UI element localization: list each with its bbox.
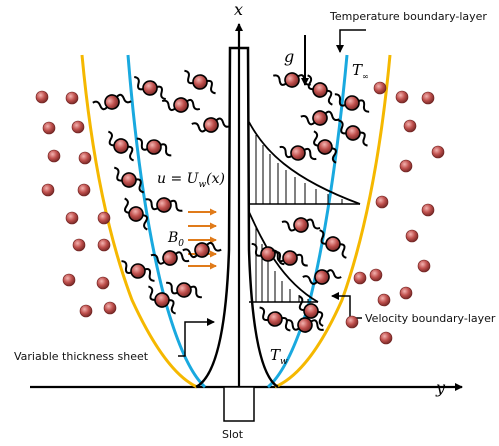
- nanoparticle: [431, 145, 445, 159]
- microorganism: [259, 306, 291, 332]
- nanoparticle: [35, 90, 49, 104]
- gravity-label: g: [284, 47, 294, 66]
- velocity-boundary-layer-left: [126, 54, 207, 389]
- nanoparticle: [42, 121, 56, 135]
- nanoparticle: [373, 81, 387, 95]
- microorganism: [148, 285, 176, 315]
- microorganism: [313, 130, 337, 164]
- nanoparticle: [78, 151, 92, 165]
- t-wall-label: Tw: [270, 346, 288, 367]
- microorganisms: [92, 69, 370, 333]
- magnetic-field-label: B0: [167, 230, 184, 249]
- temperature-boundary-layer-leader: [336, 29, 366, 53]
- nanoparticle: [379, 331, 393, 345]
- nanoparticle: [77, 183, 91, 197]
- nanoparticle: [65, 91, 79, 105]
- microorganism: [134, 76, 166, 100]
- temperature-boundary-layer-left: [80, 54, 198, 389]
- microorganism: [92, 93, 132, 111]
- microorganism: [166, 281, 202, 299]
- microorganism: [319, 229, 347, 259]
- nanoparticle: [399, 286, 413, 300]
- microorganism: [272, 249, 308, 267]
- nanoparticle: [97, 211, 111, 225]
- microorganism: [107, 130, 135, 162]
- nanoparticle: [353, 271, 367, 285]
- nanoparticle: [47, 149, 61, 163]
- nanoparticle: [97, 238, 111, 252]
- y-axis-label: y: [435, 378, 446, 397]
- nanoparticle: [405, 229, 419, 243]
- nanoparticle: [62, 273, 76, 287]
- microorganism: [302, 269, 342, 285]
- slot-box: [223, 386, 255, 422]
- microorganism: [121, 260, 155, 282]
- nanoparticle: [399, 159, 413, 173]
- nanoparticle: [96, 276, 110, 290]
- microorganism: [298, 295, 324, 327]
- velocity-boundary-layer-label: Velocity boundary-layer: [365, 312, 496, 325]
- nanoparticle: [403, 119, 417, 133]
- nanoparticle: [375, 195, 389, 209]
- variable-thickness-sheet: [195, 46, 279, 389]
- microorganism: [334, 93, 370, 113]
- microorganism: [272, 72, 312, 88]
- nanoparticle: [421, 91, 435, 105]
- temperature-profile: [248, 121, 361, 205]
- microorganism: [191, 117, 231, 133]
- microorganism: [124, 197, 148, 231]
- microorganism: [279, 145, 317, 161]
- sheet-leader: [178, 318, 215, 357]
- nanoparticle: [103, 301, 117, 315]
- microorganism: [281, 217, 321, 233]
- velocity-equation: u = Uw(x): [157, 171, 225, 190]
- microorganism: [286, 317, 324, 333]
- temperature-boundary-layer-label: Temperature boundary-layer: [329, 10, 487, 23]
- microorganism: [161, 97, 201, 113]
- microorganism: [184, 69, 216, 95]
- slot-label: Slot: [222, 428, 244, 441]
- nanoparticle: [417, 259, 431, 273]
- nanoparticle: [369, 268, 383, 282]
- magnetic-field-arrows: [188, 208, 217, 270]
- microorganism: [338, 119, 368, 147]
- microorganism: [307, 74, 333, 106]
- nanoparticle: [421, 203, 435, 217]
- nanoparticle: [345, 315, 359, 329]
- t-infinity-label: T∞: [352, 61, 369, 81]
- x-axis-label: x: [234, 0, 243, 19]
- microorganism: [145, 197, 183, 213]
- sheet-label: Variable thickness sheet: [14, 350, 149, 363]
- microorganism: [113, 166, 145, 194]
- microorganism: [150, 250, 190, 266]
- nanoparticle: [65, 211, 79, 225]
- nanoparticle: [79, 304, 93, 318]
- microorganism: [300, 110, 340, 126]
- microorganism: [136, 137, 172, 157]
- nanoparticle: [41, 183, 55, 197]
- temperature-boundary-layer-right: [274, 54, 392, 389]
- nanoparticle: [71, 120, 85, 134]
- nanoparticle: [377, 293, 391, 307]
- nanoparticles: [35, 81, 445, 345]
- microorganism: [182, 241, 222, 259]
- nanoparticle: [395, 90, 409, 104]
- nanoparticle: [72, 238, 86, 252]
